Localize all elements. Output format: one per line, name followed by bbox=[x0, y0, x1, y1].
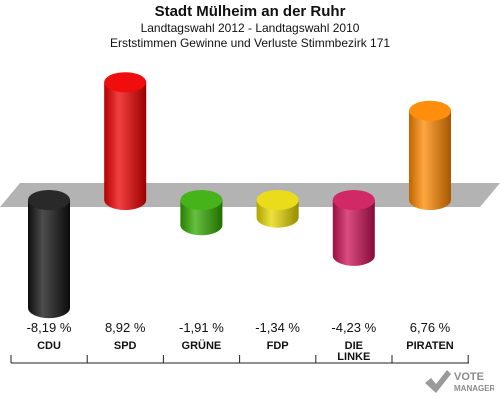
chart-header: Stadt Mülheim an der Ruhr Landtagswahl 2… bbox=[0, 0, 500, 51]
bar-top-cap bbox=[28, 190, 70, 210]
value-label: 6,76 % bbox=[410, 320, 451, 335]
category-label: LINKE bbox=[337, 351, 370, 363]
bar-die-linke bbox=[332, 190, 375, 266]
bar-top-cap bbox=[332, 190, 375, 210]
brand-vote-text: VOTE bbox=[454, 371, 484, 383]
bar-body bbox=[28, 200, 70, 319]
vote-manager-logo: VOTE MANAGER bbox=[425, 370, 494, 393]
bar-top-cap bbox=[409, 100, 451, 121]
value-label: -1,91 % bbox=[179, 320, 224, 335]
chart-subtitle-district: Erststimmen Gewinne und Verluste Stimmbe… bbox=[109, 36, 391, 50]
bar-fdp bbox=[256, 190, 299, 228]
category-label: CDU bbox=[37, 340, 61, 352]
category-label: SPD bbox=[114, 340, 137, 352]
bar-body bbox=[332, 200, 375, 266]
bar-cdu bbox=[28, 190, 70, 319]
category-label: FDP bbox=[267, 340, 289, 352]
bar-body bbox=[180, 200, 223, 236]
category-label: PIRATEN bbox=[406, 340, 454, 352]
bar-body bbox=[409, 110, 451, 210]
category-label: GRÜNE bbox=[182, 339, 222, 352]
bar-body bbox=[104, 82, 147, 210]
bar-grüne bbox=[180, 190, 223, 236]
bar-top-cap bbox=[104, 72, 147, 93]
value-label: -4,23 % bbox=[331, 320, 376, 335]
chart-subtitle-comparison: Landtagswahl 2012 - Landtagswahl 2010 bbox=[140, 21, 360, 35]
value-label: 8,92 % bbox=[105, 320, 146, 335]
chart-title: Stadt Mülheim an der Ruhr bbox=[154, 3, 346, 20]
check-mark-icon bbox=[425, 370, 451, 393]
value-label: -1,34 % bbox=[255, 320, 300, 335]
category-label: DIE bbox=[345, 340, 363, 352]
bar-piraten bbox=[409, 100, 451, 210]
bar-spd bbox=[104, 72, 147, 210]
value-label: -8,19 % bbox=[27, 320, 72, 335]
brand-manager-text: MANAGER bbox=[454, 384, 494, 393]
bar-top-cap bbox=[256, 190, 299, 210]
bar-top-cap bbox=[180, 190, 223, 210]
